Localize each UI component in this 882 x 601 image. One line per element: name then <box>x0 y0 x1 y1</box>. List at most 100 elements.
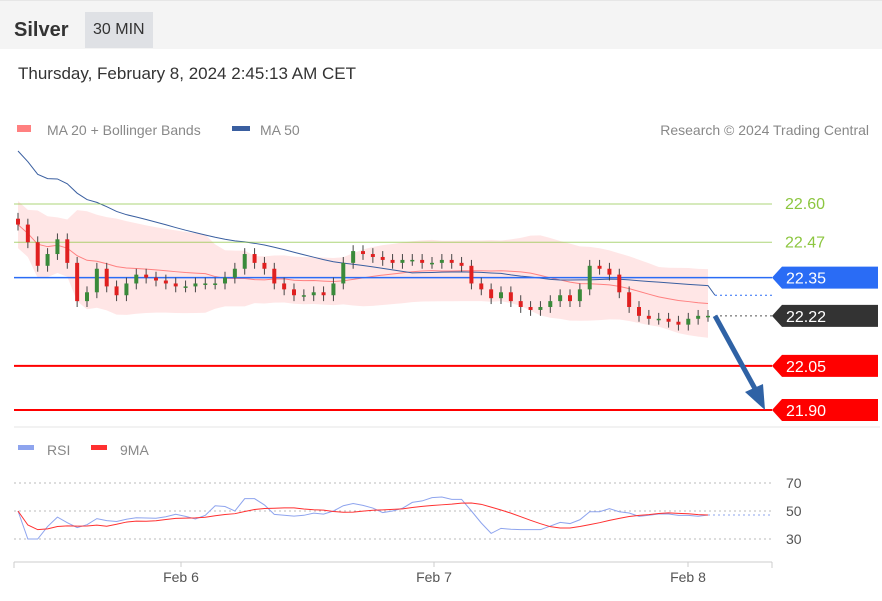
candle <box>45 254 50 266</box>
candle <box>400 259 405 263</box>
credit-label: Research © 2024 Trading Central <box>660 122 869 138</box>
pivot-price-tag <box>772 266 878 289</box>
candle <box>311 292 316 296</box>
candle <box>479 283 484 290</box>
candle <box>35 242 40 266</box>
rsi-ma-legend-label: 9MA <box>120 442 149 458</box>
candle <box>65 239 70 263</box>
candle <box>568 295 572 302</box>
candle <box>646 315 651 319</box>
rsi-line <box>17 496 709 540</box>
candle <box>499 292 503 299</box>
rsi-tick-label: 70 <box>786 475 802 491</box>
support-price-tag <box>772 399 878 422</box>
candle <box>380 256 385 260</box>
candle <box>420 259 425 263</box>
current-label: 22.22 <box>786 309 826 326</box>
candle <box>124 283 129 296</box>
candle <box>331 283 336 296</box>
candle <box>489 289 494 299</box>
candle <box>390 259 395 263</box>
candle <box>558 295 563 302</box>
candle <box>232 268 237 278</box>
rsi-ma-line <box>17 502 709 531</box>
candle <box>16 218 20 225</box>
forecast-arrow <box>712 314 762 398</box>
forecast-arrow-head <box>745 384 765 411</box>
candle <box>577 289 582 302</box>
candle <box>696 315 701 319</box>
candle <box>94 268 99 293</box>
candle <box>410 259 415 262</box>
candle <box>430 262 434 265</box>
candle <box>154 277 158 281</box>
candle <box>351 251 356 263</box>
x-tick-label: Feb 6 <box>163 569 199 585</box>
candle <box>114 286 119 296</box>
candle <box>538 307 543 310</box>
candle <box>104 268 109 287</box>
candle <box>449 259 454 263</box>
candle <box>25 224 30 243</box>
x-tick-label: Feb 7 <box>416 569 452 585</box>
resistance-label: 22.60 <box>785 196 825 213</box>
candle <box>173 283 178 287</box>
candle <box>183 286 188 288</box>
ma50-line <box>17 150 716 296</box>
timeframe-button[interactable]: 30 MIN <box>85 12 153 48</box>
x-tick-label: Feb 8 <box>670 569 706 585</box>
candle <box>144 274 149 278</box>
candle <box>518 301 523 308</box>
instrument-title: Silver <box>14 19 69 41</box>
candle <box>301 295 306 297</box>
candle <box>637 307 641 316</box>
rsi-ma-legend-swatch <box>91 445 107 450</box>
timestamp: Thursday, February 8, 2024 2:45:13 AM CE… <box>18 64 356 83</box>
candle <box>666 318 671 322</box>
candle <box>676 321 681 325</box>
candle <box>85 292 89 302</box>
candle <box>341 262 346 284</box>
candle <box>292 289 296 296</box>
candle <box>627 292 632 308</box>
rsi-legend-label: RSI <box>47 442 70 458</box>
candle <box>706 315 710 318</box>
support-label: 22.05 <box>786 359 826 376</box>
candle <box>163 280 168 284</box>
support-label: 21.90 <box>786 403 826 420</box>
candle <box>272 268 277 284</box>
ma50-legend-swatch <box>232 126 250 131</box>
candle <box>607 268 612 275</box>
candle <box>193 283 198 287</box>
bollinger-bands <box>18 201 708 338</box>
candle <box>223 277 227 284</box>
pivot-label: 22.35 <box>786 271 826 288</box>
candle <box>321 292 326 296</box>
candle <box>361 251 365 255</box>
candle <box>203 283 208 285</box>
candle <box>262 262 267 269</box>
candle <box>617 274 622 293</box>
resistance-label: 22.47 <box>785 234 825 251</box>
candle <box>686 318 691 325</box>
candle <box>242 254 247 269</box>
candle <box>469 265 474 284</box>
candle <box>597 265 602 269</box>
candle <box>252 254 257 263</box>
candle <box>528 307 533 310</box>
candle <box>213 283 218 285</box>
candle <box>656 318 661 321</box>
candle <box>459 262 464 266</box>
chart-header: Silver 30 MIN <box>0 0 882 49</box>
candle <box>439 259 444 263</box>
ma20-legend-label: MA 20 + Bollinger Bands <box>47 122 201 138</box>
ma50-legend-label: MA 50 <box>260 122 300 138</box>
support-price-tag <box>772 354 878 377</box>
current-price-tag <box>772 304 878 327</box>
candle <box>134 274 139 284</box>
candle <box>508 292 513 302</box>
candle <box>75 262 80 302</box>
candle <box>587 265 592 290</box>
candle <box>282 283 287 290</box>
candle <box>55 239 60 255</box>
